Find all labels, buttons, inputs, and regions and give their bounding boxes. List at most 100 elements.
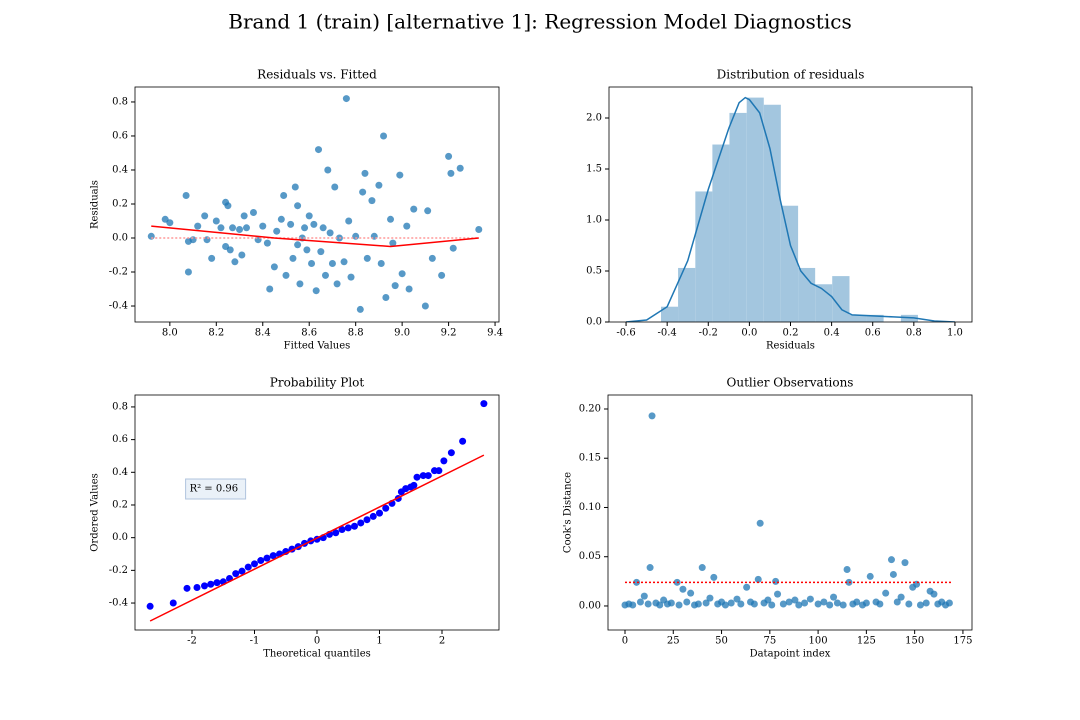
- scatter-point: [312, 287, 320, 295]
- y-tick-label: 1.0: [586, 215, 602, 226]
- scatter-point: [438, 271, 446, 279]
- scatter-point: [363, 254, 371, 262]
- y-tick-label: 0.0: [112, 532, 128, 543]
- x-tick-label: 0.0: [741, 328, 757, 339]
- scatter-point: [456, 164, 464, 172]
- scatter-point: [447, 449, 455, 457]
- scatter-point: [419, 472, 427, 480]
- scatter-point: [266, 285, 274, 293]
- x-tick-label: 8.8: [348, 328, 364, 339]
- scatter-point: [687, 589, 695, 597]
- y-tick-label: 0.00: [579, 600, 601, 611]
- scatter-point: [259, 222, 267, 230]
- scatter-point: [897, 593, 905, 601]
- histogram-bar: [798, 267, 816, 322]
- x-tick-label: 8.0: [162, 328, 178, 339]
- scatter-point: [317, 248, 325, 256]
- subplot-title: Distribution of residuals: [717, 68, 865, 82]
- scatter-point: [319, 224, 327, 232]
- scatter-point: [772, 577, 780, 585]
- scatter-point: [382, 504, 390, 512]
- y-tick-label: 0.15: [579, 453, 601, 464]
- scatter-point: [294, 241, 302, 249]
- scatter-point: [333, 280, 341, 288]
- scatter-point: [646, 564, 654, 572]
- scatter-point: [305, 212, 313, 220]
- x-tick-label: 0.4: [824, 328, 840, 339]
- scatter-point: [240, 212, 248, 220]
- histogram-bar: [746, 97, 764, 322]
- scatter-point: [287, 220, 295, 228]
- scatter-point: [361, 169, 369, 177]
- scatter-point: [375, 181, 383, 189]
- scatter-point: [945, 599, 953, 607]
- x-axis-label: Datapoint index: [750, 649, 831, 660]
- x-tick-label: 75: [763, 636, 776, 647]
- scatter-point: [410, 481, 418, 489]
- x-tick-label: 0: [314, 636, 320, 647]
- scatter-point: [743, 583, 751, 591]
- y-tick-label: 0.6: [112, 434, 128, 445]
- y-tick-label: 0.2: [112, 198, 128, 209]
- scatter-point: [251, 560, 258, 568]
- scatter-point: [396, 171, 404, 179]
- scatter-point: [328, 260, 336, 268]
- scatter-point: [277, 215, 285, 223]
- scatter-point: [201, 212, 209, 220]
- scatter-point: [280, 191, 288, 199]
- scatter-point: [296, 280, 304, 288]
- x-axis-label: Theoretical quantiles: [263, 649, 371, 660]
- scatter-point: [636, 598, 644, 606]
- scatter-point: [238, 567, 246, 575]
- scatter-point: [830, 593, 838, 601]
- scatter-point: [750, 600, 758, 608]
- scatter-point: [212, 217, 220, 225]
- scatter-point: [342, 95, 350, 103]
- scatter-point: [480, 400, 488, 408]
- y-tick-label: 0.4: [112, 164, 128, 175]
- scatter-point: [901, 559, 909, 567]
- scatter-point: [702, 599, 710, 607]
- scatter-point: [866, 572, 874, 580]
- scatter-point: [398, 270, 406, 278]
- scatter-point: [282, 271, 290, 279]
- subplot-title: Outlier Observations: [727, 376, 854, 390]
- scatter-point: [667, 599, 675, 607]
- scatter-point: [213, 579, 221, 587]
- scatter-point: [710, 573, 718, 581]
- scatter-point: [889, 570, 897, 578]
- x-tick-label: 125: [857, 636, 876, 647]
- scatter-point: [862, 599, 870, 607]
- scatter-point: [229, 224, 237, 232]
- scatter-point: [403, 222, 411, 230]
- histogram-bar: [780, 205, 799, 322]
- scatter-point: [391, 282, 399, 290]
- scatter-point: [768, 601, 776, 609]
- scatter-point: [184, 268, 192, 276]
- x-tick-label: 9.0: [394, 328, 410, 339]
- x-tick-label: 50: [715, 636, 728, 647]
- scatter-point: [421, 302, 429, 310]
- scatter-point: [922, 599, 930, 607]
- scatter-point: [332, 529, 340, 537]
- scatter-point: [424, 472, 432, 480]
- scatter-point: [166, 219, 174, 227]
- scatter-point: [679, 585, 687, 593]
- histogram-bar: [849, 314, 867, 322]
- axes-frame: [134, 394, 500, 631]
- scatter-point: [648, 412, 656, 420]
- scatter-point: [893, 598, 901, 606]
- scatter-point: [263, 239, 271, 247]
- scatter-point: [435, 467, 443, 475]
- y-tick-label: 0.4: [112, 467, 128, 478]
- x-tick-label: -0.2: [699, 328, 718, 339]
- scatter-point: [801, 599, 809, 607]
- scatter-point: [352, 232, 360, 240]
- scatter-point: [820, 598, 828, 606]
- scatter-point: [183, 584, 191, 592]
- y-tick-label: 0.5: [586, 266, 602, 277]
- scatter-point: [410, 205, 418, 213]
- scatter-point: [843, 566, 851, 574]
- scatter-point: [340, 258, 348, 266]
